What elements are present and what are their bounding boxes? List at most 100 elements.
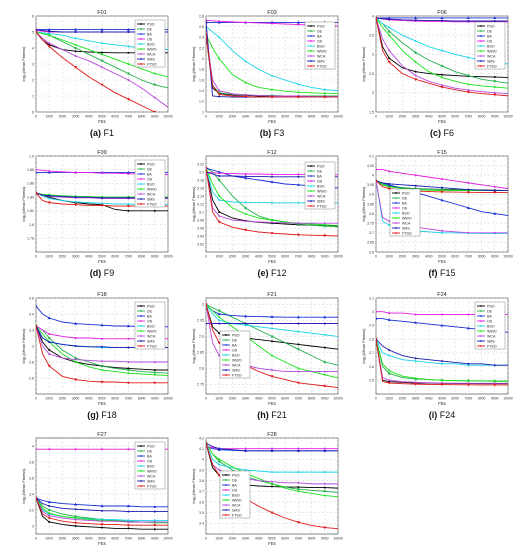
- data-point-ba: [376, 316, 378, 320]
- data-point-pso: [297, 343, 300, 346]
- data-point-bso: [323, 333, 326, 336]
- data-point-de: ✱: [204, 302, 208, 307]
- series-group: ✱✱✱✱✱✱: [376, 16, 508, 97]
- data-point-wca: [271, 369, 273, 371]
- series-line-pso: [36, 325, 168, 371]
- x-tick-label: 9000: [151, 115, 159, 119]
- data-point-sms: [127, 510, 130, 513]
- legend-marker-pso: [225, 334, 227, 336]
- data-point-wwo: [271, 88, 273, 91]
- x-tick-label: 0: [205, 115, 207, 119]
- x-tick-label: 9000: [321, 397, 329, 401]
- y-axis-label: log₁₀(Mean Fitness): [191, 328, 196, 364]
- data-point-wwo: [467, 83, 470, 86]
- legend-label: SMS: [317, 199, 325, 203]
- data-point-wca: [297, 370, 300, 373]
- data-point-ftso: [466, 191, 470, 194]
- data-point-bso: [48, 32, 51, 35]
- data-point-wwo: [127, 372, 130, 375]
- legend-marker-os: [140, 320, 142, 322]
- series-line-ftso: [206, 34, 338, 98]
- x-tick-label: 6000: [281, 397, 289, 401]
- x-tick-label: 2000: [59, 115, 67, 119]
- legend-marker-wca: [140, 193, 142, 195]
- data-point-bso: [271, 74, 273, 77]
- data-point-bso: [218, 463, 221, 466]
- y-tick-label: 3.2: [29, 328, 34, 332]
- legend-marker-de: [310, 170, 312, 172]
- legend-label: WWO: [147, 329, 157, 333]
- legend-marker-de: [310, 30, 312, 32]
- data-point-sms: [493, 189, 496, 192]
- data-point-ftso: [36, 324, 38, 328]
- data-point-wwo: [74, 361, 77, 363]
- series-line-ftso: [206, 304, 338, 389]
- data-point-wca: [493, 382, 496, 385]
- panel-caption-name: F6: [443, 128, 454, 138]
- data-point-os: [101, 448, 103, 451]
- y-tick-label: 6: [32, 14, 34, 18]
- data-point-wca: [127, 521, 130, 523]
- panel-caption-name: F9: [104, 268, 115, 278]
- legend-marker-ba: [225, 484, 227, 486]
- legend-marker-wwo: [140, 48, 142, 50]
- x-tick-label: 7000: [465, 255, 473, 259]
- data-point-de: ✱: [414, 186, 418, 191]
- data-point-ftso: [126, 381, 130, 385]
- data-point-bso: [101, 202, 103, 205]
- legend-label: PSO: [402, 191, 410, 195]
- data-point-ftso: [153, 524, 157, 527]
- data-point-bso: [244, 324, 247, 327]
- data-point-bso: [271, 471, 273, 474]
- legend-marker-ba: [480, 35, 482, 37]
- series-line-sms: [206, 442, 338, 452]
- data-point-ba: [74, 322, 78, 325]
- legend-label: SMS: [147, 57, 155, 61]
- legend-marker-pso: [225, 474, 227, 476]
- data-point-ba: [153, 505, 157, 508]
- data-point-wwo: [48, 34, 51, 37]
- data-point-ftso: [74, 378, 78, 382]
- data-point-de: ✱: [218, 177, 222, 182]
- legend-marker-sms: [395, 227, 397, 229]
- legend-label: FTSO: [147, 484, 157, 488]
- data-point-wwo: [101, 369, 103, 371]
- y-tick-label: 2.2: [199, 46, 204, 50]
- data-point-sms: [493, 19, 496, 22]
- x-tick-label: 6000: [111, 537, 119, 541]
- x-tick-label: 4000: [425, 115, 433, 119]
- data-point-ba: [323, 315, 327, 319]
- x-tick-label: 7000: [125, 397, 133, 401]
- x-tick-label: 8000: [138, 397, 146, 401]
- data-point-pso: [127, 51, 130, 54]
- y-tick-label: 3.6: [29, 296, 34, 300]
- series-line-wwo: [206, 34, 338, 94]
- data-point-de: ✱: [388, 371, 392, 376]
- panel-caption: (i) F24: [429, 410, 456, 420]
- data-point-sms: [271, 322, 273, 325]
- x-tick-label: 3000: [412, 397, 420, 401]
- series-line-ftso: [376, 180, 508, 193]
- data-point-sms: [48, 505, 51, 507]
- data-point-os: [36, 168, 37, 171]
- x-tick-label: 2000: [59, 255, 67, 259]
- y-tick-label: 1.8: [199, 68, 204, 72]
- data-point-os: [101, 172, 103, 175]
- x-tick-label: 3000: [242, 537, 250, 541]
- data-point-sms: [271, 449, 273, 452]
- data-point-ftso: [126, 98, 130, 101]
- x-tick-label: 7000: [125, 255, 133, 259]
- data-point-ftso: [387, 187, 391, 191]
- legend-label: DE: [147, 449, 153, 453]
- data-point-os: [323, 447, 326, 450]
- y-tick-label: 3.9: [369, 193, 374, 197]
- x-tick-label: 7000: [465, 397, 473, 401]
- legend-label: BA: [147, 32, 152, 36]
- x-axis-label: FEs: [268, 541, 275, 546]
- data-point-pso: [127, 527, 130, 530]
- legend-label: SMS: [147, 339, 155, 343]
- data-point-bso: [244, 469, 247, 471]
